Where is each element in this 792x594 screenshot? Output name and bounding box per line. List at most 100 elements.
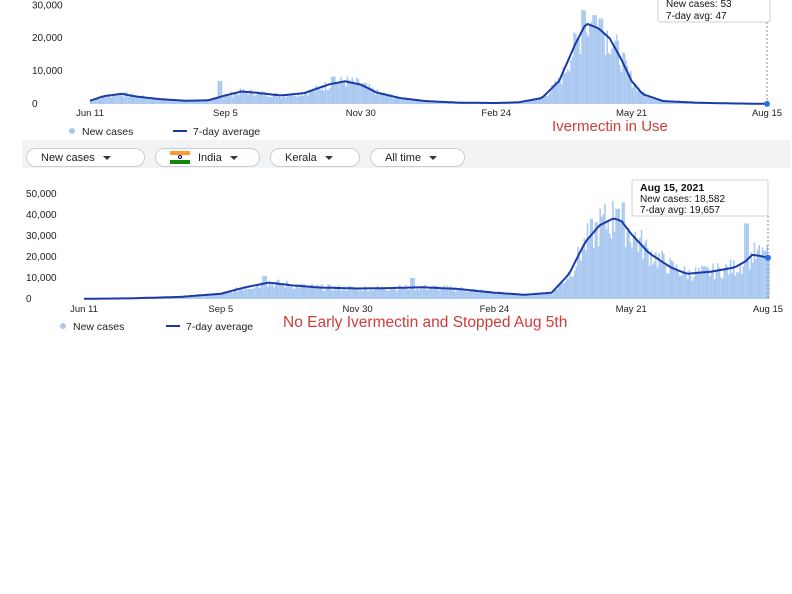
top-bar: [672, 102, 675, 104]
bottom-bar: [648, 265, 651, 299]
bottom-bar: [278, 279, 280, 299]
bottom-bar: [569, 271, 571, 299]
bottom-bar: [596, 221, 598, 299]
bottom-bar: [532, 295, 535, 299]
top-ytick-label: 0: [32, 99, 38, 110]
metric-dropdown[interactable]: New cases: [26, 148, 145, 167]
bottom-bar: [340, 290, 342, 299]
top-bar: [409, 100, 412, 104]
bottom-bar: [705, 267, 708, 299]
top-bar: [305, 93, 308, 104]
top-bar: [230, 91, 232, 104]
top-bar: [601, 18, 604, 104]
top-bar: [397, 95, 399, 104]
bottom-bar: [637, 251, 640, 299]
india-flag-icon: [170, 151, 190, 164]
top-bar: [532, 99, 534, 104]
bottom-bar: [406, 289, 409, 299]
bottom-bar: [597, 246, 600, 299]
bottom-bar: [629, 241, 632, 299]
chevron-down-icon: [229, 155, 238, 160]
top-bar: [126, 92, 128, 104]
bottom-bar: [573, 270, 576, 299]
bottom-bar: [351, 286, 353, 299]
top-bar: [675, 102, 678, 104]
bottom-bar: [696, 273, 699, 299]
bottom-bar: [270, 284, 272, 299]
bottom-bar: [413, 278, 415, 299]
top-bar: [242, 88, 245, 104]
bottom-bar: [424, 284, 426, 299]
bottom-bar: [518, 293, 520, 299]
bottom-bar: [666, 273, 668, 299]
top-bar: [203, 100, 205, 104]
bottom-bar: [325, 286, 328, 299]
top-bar: [367, 87, 369, 104]
top-bar: [343, 82, 346, 104]
top-bar: [127, 97, 130, 104]
bottom-bar: [494, 292, 496, 299]
bottom-bar: [530, 293, 533, 299]
top-bar: [625, 60, 627, 104]
region-dropdown[interactable]: Kerala: [270, 148, 360, 167]
bottom-bar: [271, 282, 274, 299]
bottom-chart: 50,000 40,000 30,000 20,000 10,000 0 Jun 11 Se…: [26, 179, 783, 333]
top-bar: [368, 83, 371, 104]
top-bar: [253, 95, 256, 104]
bottom-bar: [219, 293, 221, 299]
bottom-bar: [602, 213, 605, 299]
bottom-bar: [564, 282, 566, 299]
top-bar: [619, 64, 621, 104]
bottom-bar: [480, 289, 482, 299]
top-ytick-label: 30,000: [32, 0, 63, 11]
bottom-bar: [527, 295, 530, 299]
bottom-bar: [430, 288, 433, 299]
bottom-bar: [497, 291, 500, 299]
bottom-bar: [322, 290, 325, 299]
top-bar: [681, 102, 684, 104]
bottom-bar: [645, 239, 648, 299]
range-dropdown[interactable]: All time: [370, 148, 465, 167]
top-bar: [271, 97, 273, 104]
top-bar: [641, 93, 643, 104]
bottom-bar: [554, 289, 557, 299]
bottom-bar: [273, 287, 275, 299]
bottom-chart-panel: 50,000 40,000 30,000 20,000 10,000 0 Jun 11 Se…: [22, 168, 790, 334]
top-bar: [97, 98, 100, 104]
top-bar: [307, 95, 309, 104]
top-bar: [604, 54, 607, 104]
bottom-bar: [624, 247, 627, 299]
top-tooltip-new-cases: New cases: 53: [666, 0, 732, 10]
top-bar: [430, 100, 432, 104]
bottom-bar: [478, 292, 481, 299]
top-bar: [395, 97, 398, 104]
bottom-bar: [309, 284, 312, 299]
bottom-bar: [391, 288, 393, 299]
bottom-bar: [346, 290, 349, 299]
top-bar: [378, 92, 380, 104]
bottom-bar: [607, 220, 609, 299]
top-bar: [431, 101, 434, 104]
bottom-bar: [411, 278, 414, 299]
bottom-bar: [750, 252, 753, 299]
bottom-bar: [403, 286, 406, 299]
top-bar: [250, 89, 253, 104]
bottom-bar: [286, 281, 288, 299]
bottom-bar: [290, 285, 293, 299]
bottom-bar: [328, 284, 331, 299]
top-bar: [308, 89, 311, 104]
bottom-bar: [459, 290, 461, 299]
bottom-bar: [376, 285, 379, 299]
bottom-bar: [419, 286, 422, 299]
bottom-bar: [211, 295, 213, 299]
country-dropdown[interactable]: India: [155, 148, 260, 167]
bottom-bar: [258, 287, 261, 299]
top-bar: [411, 98, 413, 104]
top-bar: [666, 101, 668, 104]
top-bar: [324, 81, 327, 104]
bottom-bar: [559, 282, 562, 299]
bottom-bar: [672, 262, 675, 299]
bottom-bar: [739, 264, 741, 299]
top-bar: [570, 59, 572, 104]
bottom-bar: [561, 281, 563, 299]
